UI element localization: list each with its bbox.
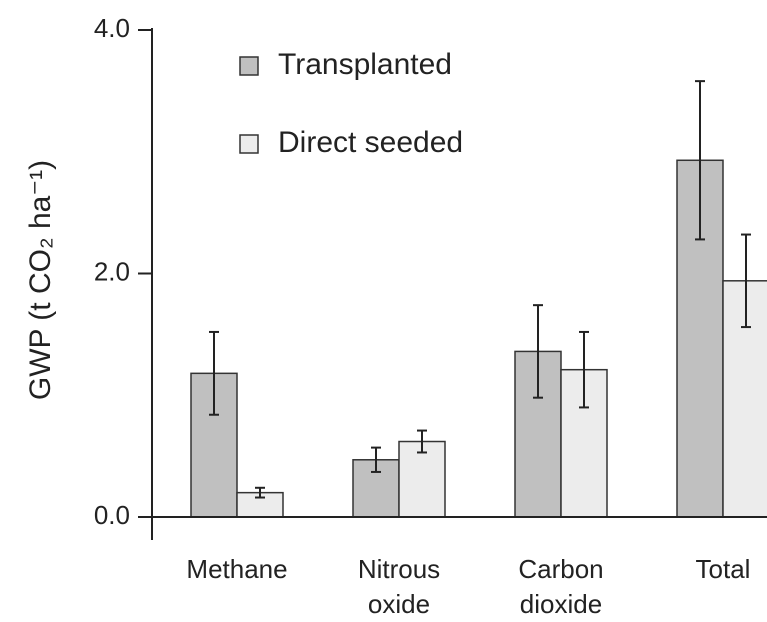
y-axis-label: GWP (t CO₂ ha⁻¹) (24, 160, 57, 400)
error-bar (255, 486, 265, 499)
legend-label: Direct seeded (278, 126, 463, 159)
y-tick-label: 0.0 (94, 500, 130, 530)
error-bar (417, 429, 427, 454)
legend-swatch (239, 56, 259, 76)
y-tick-label: 4.0 (94, 13, 130, 43)
x-tick-label: Methane (186, 554, 288, 584)
error-bar (695, 80, 705, 241)
x-tick-label: Carbon dioxide (518, 554, 604, 619)
error-bar (209, 330, 219, 416)
error-bar (371, 446, 381, 473)
legend-swatch (239, 134, 259, 154)
y-tick-label: 2.0 (94, 256, 130, 286)
x-tick-label: Total (695, 554, 751, 584)
error-bar (741, 233, 751, 329)
error-bar (579, 330, 589, 409)
x-tick-label: Nitrous oxide (357, 554, 441, 619)
error-bar (533, 304, 543, 399)
legend-label: Transplanted (278, 48, 452, 81)
